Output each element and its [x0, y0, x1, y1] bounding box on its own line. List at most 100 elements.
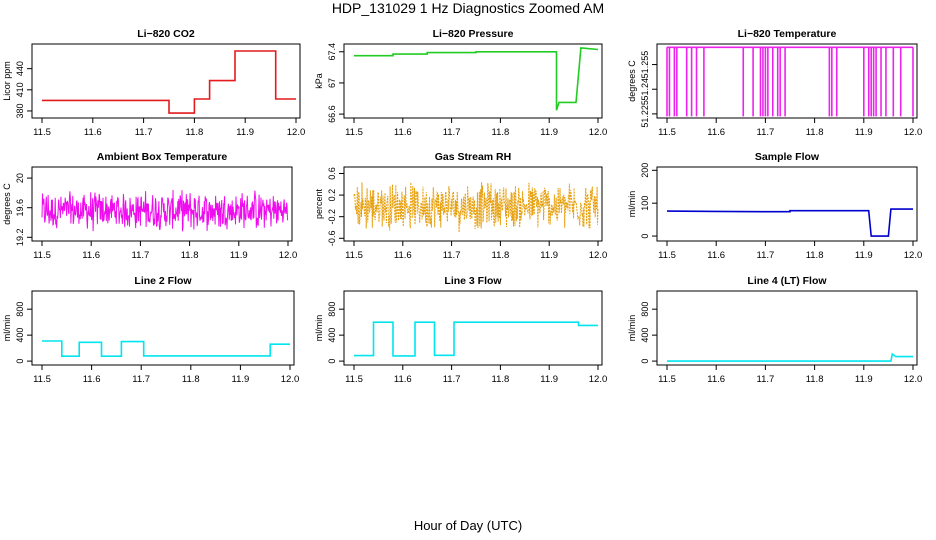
- x-tick-label: 11.9: [232, 374, 250, 385]
- plot-frame: [656, 43, 918, 119]
- x-tick-label: 12.0: [589, 374, 608, 385]
- x-tick-label: 11.6: [707, 127, 725, 138]
- plot-frame: [343, 43, 603, 119]
- x-tick-label: 11.6: [394, 374, 412, 385]
- y-tick-label: 200: [640, 163, 650, 178]
- series-group: [667, 352, 913, 362]
- x-tick-label: 11.9: [855, 250, 873, 261]
- series-line: [42, 50, 296, 114]
- panel-title: Li−820 CO2: [137, 28, 195, 40]
- y-tick-label: 800: [640, 302, 650, 317]
- x-tick-label: 12.0: [281, 374, 300, 385]
- panel-title: Line 4 (LT) Flow: [747, 275, 827, 287]
- x-tick-label: 11.7: [757, 127, 775, 138]
- x-tick-label: 11.7: [132, 374, 150, 385]
- x-tick-label: 11.8: [182, 374, 200, 385]
- x-tick-label: 11.5: [33, 374, 51, 385]
- x-tick-label: 11.6: [394, 127, 412, 138]
- x-tick-label: 11.8: [806, 374, 824, 385]
- y-axis-label: ml/min: [627, 315, 637, 342]
- series-line: [354, 321, 598, 357]
- x-tick-label: 12.0: [904, 127, 923, 138]
- y-axis-label: kPa: [314, 73, 324, 89]
- x-tick-label: 11.7: [443, 250, 461, 261]
- y-tick-label: 410: [15, 82, 25, 97]
- series-group: [666, 208, 913, 237]
- x-tick-label: 11.8: [492, 374, 510, 385]
- x-tick-label: 11.7: [443, 374, 461, 385]
- x-tick-label: 11.6: [82, 250, 100, 261]
- y-axis-label: ml/min: [314, 315, 324, 342]
- x-tick-label: 11.7: [757, 374, 775, 385]
- series-group: [42, 340, 290, 357]
- y-tick-label: 0: [327, 359, 337, 364]
- x-tick-label: 11.7: [135, 127, 153, 138]
- y-tick-label: 800: [327, 302, 337, 317]
- figure-title: HDP_131029 1 Hz Diagnostics Zoomed AM: [331, 0, 605, 16]
- y-tick-label: 67: [327, 78, 337, 88]
- x-tick-label: 12.0: [287, 127, 306, 138]
- series-line: [42, 340, 290, 357]
- x-tick-label: 11.5: [345, 374, 363, 385]
- plot-frame: [31, 166, 293, 242]
- x-tick-label: 11.7: [132, 250, 150, 261]
- series-group: [42, 50, 296, 114]
- x-tick-label: 11.7: [443, 127, 461, 138]
- x-tick-label: 11.9: [540, 127, 558, 138]
- y-tick-label: 19.2: [15, 229, 25, 247]
- x-tick-label: 11.5: [658, 250, 676, 261]
- x-tick-label: 11.8: [806, 250, 824, 261]
- y-tick-label: 0.6: [327, 167, 337, 180]
- x-tick-label: 11.9: [540, 374, 558, 385]
- x-tick-label: 11.6: [83, 374, 101, 385]
- panel-title: Gas Stream RH: [435, 151, 511, 163]
- series-line: [353, 182, 599, 233]
- x-tick-label: 11.9: [855, 374, 873, 385]
- panel-title: Li−820 Pressure: [433, 28, 514, 40]
- chart-panel-6: Sample Flow ml/min 0 100 200 11.5 11.6 11.7 11.8…: [627, 151, 922, 261]
- y-axis-label: Licor ppm: [2, 61, 12, 101]
- chart-panel-9: Line 4 (LT) Flow ml/min 0 400 800 11.5 11.6 11.…: [627, 275, 922, 385]
- series-line: [354, 47, 599, 111]
- y-tick-label: 67.4: [327, 43, 337, 61]
- panel-title: Line 3 Flow: [444, 275, 502, 287]
- x-tick-label: 11.5: [33, 127, 51, 138]
- plot-frame: [343, 166, 603, 242]
- chart-panel-4: Ambient Box Temperature degrees C19.2 19.6…: [2, 151, 297, 261]
- y-axis-label: ml/min: [2, 315, 12, 342]
- plot-frame: [31, 43, 301, 119]
- x-tick-label: 11.6: [84, 127, 102, 138]
- x-tick-label: 11.6: [394, 250, 412, 261]
- plot-frame: [343, 290, 603, 366]
- plot-frame: [656, 290, 918, 366]
- y-axis-label: percent: [314, 188, 324, 219]
- x-tick-label: 11.8: [492, 127, 510, 138]
- panel-title: Sample Flow: [755, 151, 820, 163]
- y-tick-label: 19.6: [15, 199, 25, 217]
- x-tick-label: 11.8: [806, 127, 824, 138]
- x-tick-label: 11.7: [757, 250, 775, 261]
- x-tick-label: 11.5: [658, 127, 676, 138]
- x-tick-label: 12.0: [904, 374, 923, 385]
- y-tick-label: 400: [327, 328, 337, 343]
- y-tick-label: 51.24: [640, 78, 650, 101]
- panel-title: Line 2 Flow: [134, 275, 192, 287]
- chart-panel-7: Line 2 Flow ml/min 0 400 800 11.5 11.6 11.7 11.8…: [2, 275, 299, 385]
- x-tick-label: 11.5: [658, 374, 676, 385]
- chart-panel-3: Li−820 Temperature degrees C51.22551.2451…: [627, 28, 922, 138]
- x-tick-label: 11.8: [181, 250, 199, 261]
- x-tick-label: 11.5: [33, 250, 51, 261]
- chart-panel-5: Gas Stream RH percent -0.6 -0.2 0.2 0.6 11.5 11…: [314, 151, 607, 261]
- x-tick-label: 11.5: [345, 250, 363, 261]
- x-tick-label: 12.0: [589, 250, 608, 261]
- y-axis-label: degrees C: [2, 183, 12, 225]
- series-group: [41, 189, 289, 232]
- x-tick-label: 11.5: [345, 127, 363, 138]
- panel-title: Ambient Box Temperature: [97, 151, 228, 163]
- x-tick-label: 11.6: [707, 374, 725, 385]
- series-line: [41, 189, 289, 232]
- y-tick-label: 20: [15, 173, 25, 183]
- x-tick-label: 11.8: [492, 250, 510, 261]
- y-tick-label: 0.2: [327, 189, 337, 202]
- y-tick-label: 0: [640, 359, 650, 364]
